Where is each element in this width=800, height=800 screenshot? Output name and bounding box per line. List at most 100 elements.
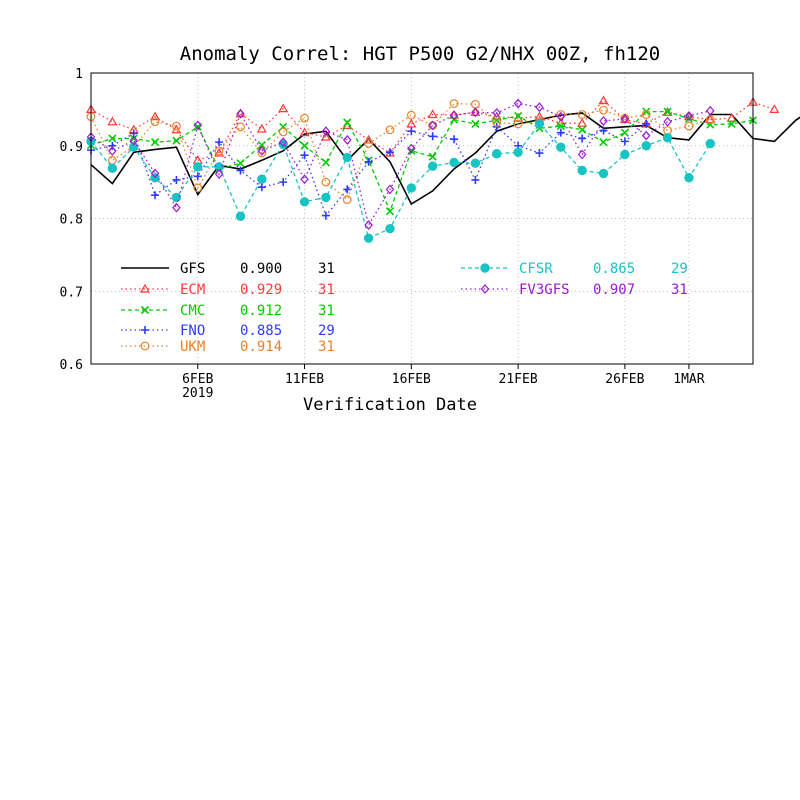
- point-cmc: [150, 138, 160, 147]
- point-ecm: [427, 109, 438, 119]
- legend-item-cfsr: CFSR 0.865 29: [461, 261, 688, 277]
- point-ukm: [364, 139, 374, 148]
- point-cmc: [300, 141, 309, 150]
- legend-marker-ecm: [139, 283, 151, 293]
- y-tick-label: 0.6: [60, 358, 83, 373]
- point-ukm: [342, 195, 352, 204]
- x-tick-label: 1MAR: [673, 372, 704, 387]
- point-fv3gfs: [663, 116, 672, 127]
- legend-item-ecm: ECM 0.929 31: [121, 282, 335, 298]
- point-cfsr: [193, 162, 203, 172]
- y-tick-label: 0.8: [60, 213, 83, 228]
- point-cfsr: [406, 183, 417, 193]
- point-ukm: [214, 146, 224, 156]
- point-fv3gfs: [620, 113, 630, 124]
- point-ukm: [556, 110, 566, 119]
- legend-mean-fv3gfs: 0.907: [593, 282, 635, 298]
- point-ecm: [705, 114, 716, 124]
- point-ecm: [278, 103, 289, 113]
- point-ukm: [513, 119, 523, 129]
- point-cfsr: [107, 163, 118, 174]
- point-fv3gfs: [471, 107, 480, 118]
- legend-count-fno: 29: [318, 323, 335, 339]
- legend-marker-fv3gfs: [480, 284, 490, 294]
- series-cfsr: [86, 119, 715, 243]
- point-fno: [620, 137, 629, 146]
- point-ukm: [577, 110, 587, 119]
- point-cmc: [727, 119, 736, 128]
- point-cmc: [471, 119, 480, 128]
- x-tick-label: 6FEB: [182, 372, 213, 387]
- series-gfs: [90, 112, 800, 206]
- legend: GFS 0.900 31 ECM 0.929 31 CMC 0.912 31 FNO 0.885 29…: [121, 261, 688, 355]
- legend-item-fv3gfs: FV3GFS 0.907 31: [461, 282, 688, 298]
- point-ukm: [599, 105, 608, 115]
- point-cfsr: [641, 141, 651, 151]
- legend-mean-fno: 0.885: [240, 323, 282, 339]
- point-fv3gfs: [492, 108, 502, 118]
- point-fno: [108, 141, 117, 150]
- point-ukm: [705, 115, 715, 124]
- point-cfsr: [492, 149, 502, 159]
- x-tick-sublabel: 2019: [182, 386, 213, 401]
- point-cfsr: [577, 165, 587, 176]
- point-fv3gfs: [535, 102, 544, 113]
- point-cfsr: [662, 133, 673, 143]
- point-cmc: [172, 136, 181, 145]
- point-ukm: [257, 148, 267, 158]
- point-fv3gfs: [556, 111, 566, 122]
- legend-marker-cmc: [140, 305, 150, 315]
- legend-marker-cfsr: [480, 263, 490, 273]
- series-layer: [85, 95, 800, 243]
- point-fv3gfs: [684, 111, 694, 121]
- series-line-cfsr: [90, 122, 711, 240]
- point-ecm: [769, 104, 780, 113]
- point-ecm: [470, 107, 481, 116]
- point-fv3gfs: [705, 105, 715, 116]
- series-line-gfs: [90, 112, 800, 206]
- point-ukm: [492, 118, 502, 127]
- point-fno: [578, 134, 587, 143]
- point-fno: [193, 172, 202, 181]
- point-fno: [215, 138, 224, 147]
- point-fv3gfs: [321, 126, 331, 137]
- point-ukm: [300, 113, 309, 123]
- point-cfsr: [620, 149, 630, 160]
- point-fv3gfs: [150, 168, 160, 179]
- x-tick-label: 26FEB: [605, 372, 644, 387]
- point-cfsr: [534, 119, 545, 129]
- legend-mean-cmc: 0.912: [240, 303, 282, 319]
- point-fv3gfs: [364, 220, 373, 230]
- point-ukm: [449, 99, 459, 108]
- point-ukm: [641, 110, 651, 119]
- point-fno: [151, 191, 160, 200]
- point-fno: [450, 135, 459, 144]
- legend-count-cmc: 31: [318, 303, 335, 319]
- point-fno: [385, 148, 394, 157]
- legend-name-fno: FNO: [180, 323, 205, 339]
- point-ukm: [385, 125, 395, 135]
- point-fv3gfs: [257, 145, 267, 156]
- point-cmc: [514, 111, 523, 120]
- point-cmc: [321, 158, 330, 167]
- legend-marker-ukm: [140, 341, 150, 351]
- legend-item-gfs: GFS 0.900 31: [121, 261, 335, 277]
- legend-item-cmc: CMC 0.912 31: [121, 303, 335, 319]
- x-tick-label: 11FEB: [285, 372, 324, 387]
- point-cfsr: [385, 223, 395, 234]
- point-fno: [599, 126, 608, 135]
- point-ukm: [236, 122, 245, 132]
- point-cfsr: [321, 192, 331, 203]
- point-fv3gfs: [214, 169, 224, 180]
- point-fno: [172, 175, 181, 184]
- point-ukm: [406, 110, 416, 120]
- series-line-ecm: [90, 99, 775, 162]
- point-fv3gfs: [193, 120, 203, 131]
- point-ukm: [684, 121, 694, 131]
- y-tick-label: 1: [75, 67, 83, 82]
- point-cfsr: [257, 174, 267, 184]
- point-fv3gfs: [407, 143, 416, 154]
- point-ecm: [577, 117, 588, 127]
